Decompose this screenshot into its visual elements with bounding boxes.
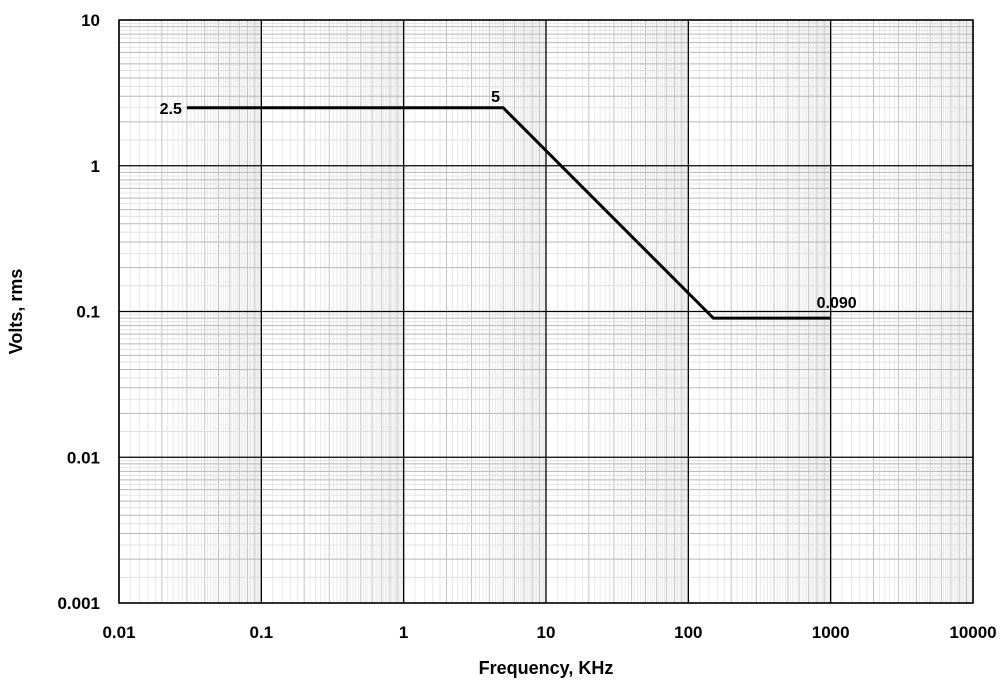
data-label: 5 [491, 89, 500, 106]
y-tick-label: 10 [81, 11, 100, 30]
x-tick-labels: 0.01 0.1 1 10 100 1000 10000 [102, 623, 996, 642]
y-axis-title: Volts, rms [6, 269, 26, 355]
data-label: 0.090 [817, 295, 857, 312]
x-tick-label: 100 [674, 623, 702, 642]
y-tick-label: 1 [91, 157, 100, 176]
series-layer [186, 106, 831, 320]
y-tick-label: 0.1 [76, 303, 100, 322]
series-line-0 [186, 106, 831, 320]
x-tick-label: 0.01 [102, 623, 135, 642]
x-tick-label: 10000 [949, 623, 996, 642]
x-tick-label: 0.1 [250, 623, 274, 642]
x-tick-label: 1 [399, 623, 408, 642]
data-label: 2.5 [160, 101, 182, 118]
plot-frame [118, 19, 974, 604]
y-tick-labels: 10 1 0.1 0.01 0.001 [57, 11, 100, 613]
x-tick-label: 1000 [812, 623, 850, 642]
x-tick-label: 10 [537, 623, 556, 642]
y-tick-label: 0.01 [67, 448, 100, 467]
y-tick-label: 0.001 [57, 594, 100, 613]
x-axis-title: Frequency, KHz [479, 658, 614, 678]
annotations: 2.5 5 0.090 [160, 89, 857, 312]
